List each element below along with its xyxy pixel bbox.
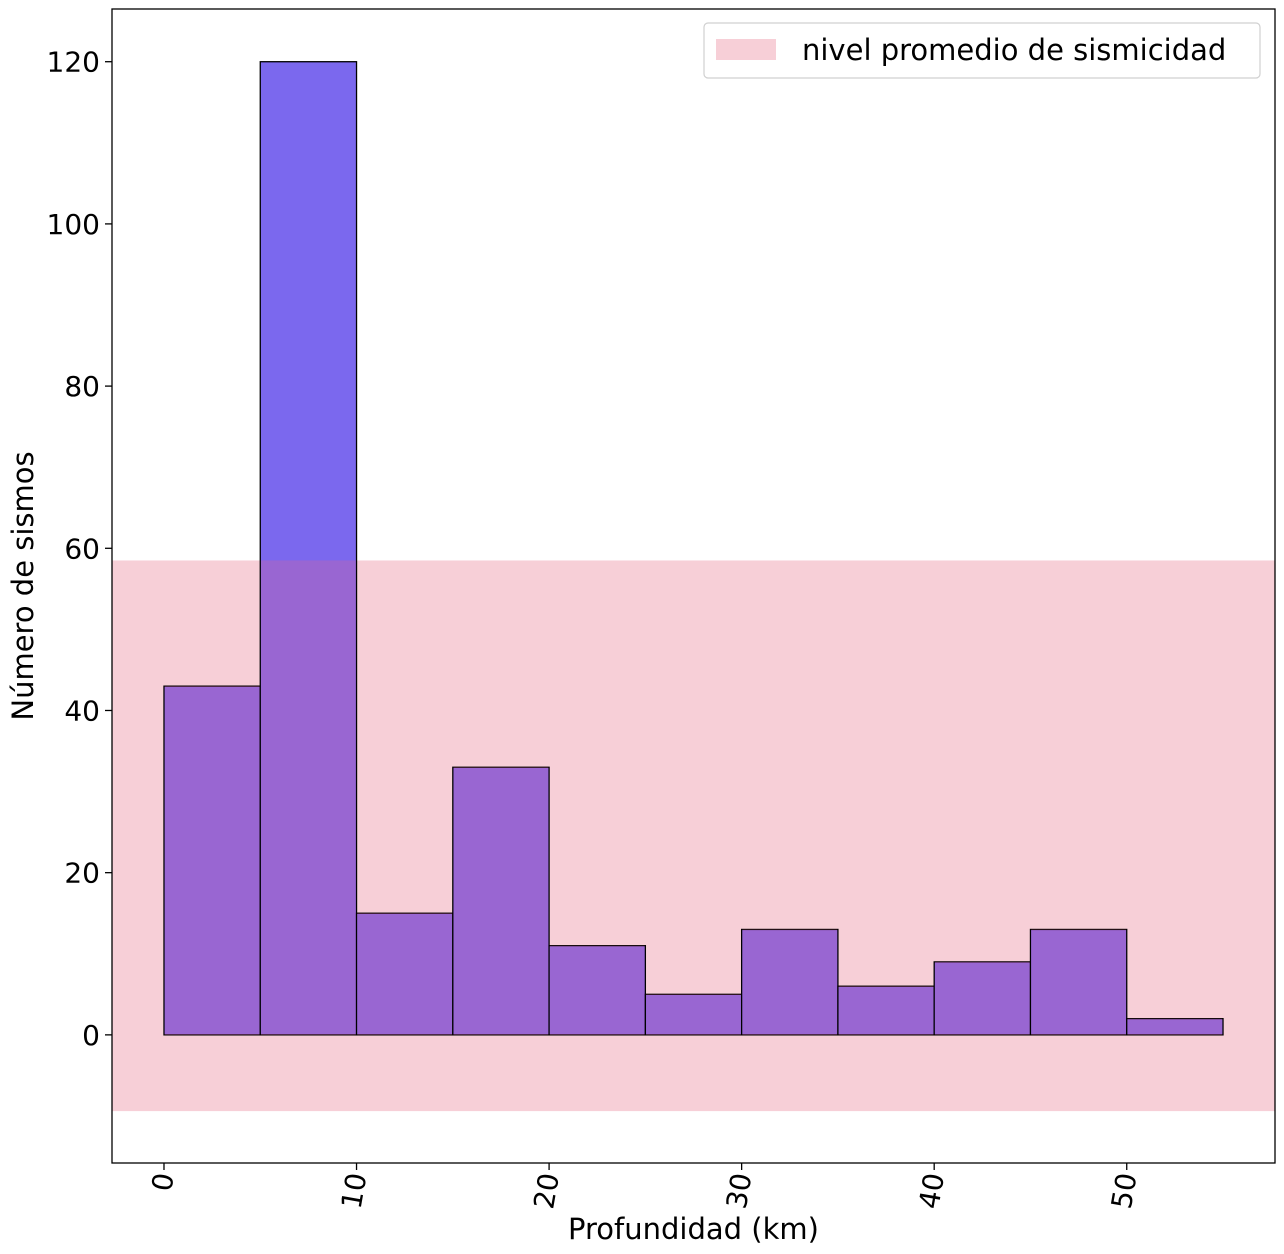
histogram-bar (740, 928, 839, 1036)
histogram-bar (259, 61, 358, 1036)
bar-band-tint (934, 961, 1030, 1035)
bar-band-tint (742, 929, 838, 1035)
y-axis-label: Número de sismos (6, 451, 40, 720)
bar-band-tint (1031, 929, 1127, 1035)
histogram-bar (452, 766, 550, 1036)
y-tick-label: 120 (47, 46, 100, 79)
plot-frame (111, 8, 1276, 1164)
y-tick-label: 100 (47, 208, 100, 241)
bar-band-tint (1127, 1018, 1223, 1035)
x-axis-label: Profundidad (km) (568, 1212, 819, 1246)
y-axis-ticks: 0 20 40 60 80 100 120 (47, 46, 112, 1052)
x-tick-label: 40 (912, 1170, 951, 1211)
bar-band-tint (838, 986, 934, 1035)
bar-band-tint (646, 994, 741, 1035)
bar-band-tint (260, 560, 356, 1035)
histogram-bar (355, 912, 454, 1036)
histogram-bar (933, 961, 1032, 1036)
y-tick-label: 20 (64, 857, 100, 890)
x-tick-label: 30 (720, 1170, 759, 1211)
histogram-bar (837, 985, 935, 1036)
x-tick-label: 50 (1105, 1170, 1144, 1211)
histogram-bar (1029, 928, 1128, 1036)
histogram-bar (163, 685, 261, 1036)
x-axis-ticks: 0 10 20 30 40 50 (145, 1163, 1144, 1211)
y-tick-label: 40 (64, 694, 100, 727)
histogram-bar (644, 993, 743, 1036)
histogram-bar (1126, 1017, 1224, 1036)
legend-label: nivel promedio de sismicidad (802, 33, 1226, 67)
bar-band-tint (549, 945, 645, 1035)
x-tick-label: 10 (335, 1170, 374, 1211)
legend-swatch (716, 39, 776, 60)
x-tick-label: 0 (145, 1170, 181, 1193)
bar-band-tint (357, 913, 453, 1035)
histogram-bar (548, 945, 647, 1036)
x-tick-label: 20 (527, 1170, 566, 1211)
band-overlay-layer (164, 560, 1223, 1035)
bar-band-tint (453, 767, 549, 1035)
y-tick-label: 0 (82, 1019, 100, 1052)
legend-box (703, 22, 1261, 79)
y-tick-label: 60 (64, 532, 100, 565)
legend: nivel promedio de sismicidad (703, 22, 1261, 79)
histogram-bars (163, 61, 1224, 1036)
bar-band-tint (164, 686, 260, 1035)
y-tick-label: 80 (64, 370, 100, 403)
